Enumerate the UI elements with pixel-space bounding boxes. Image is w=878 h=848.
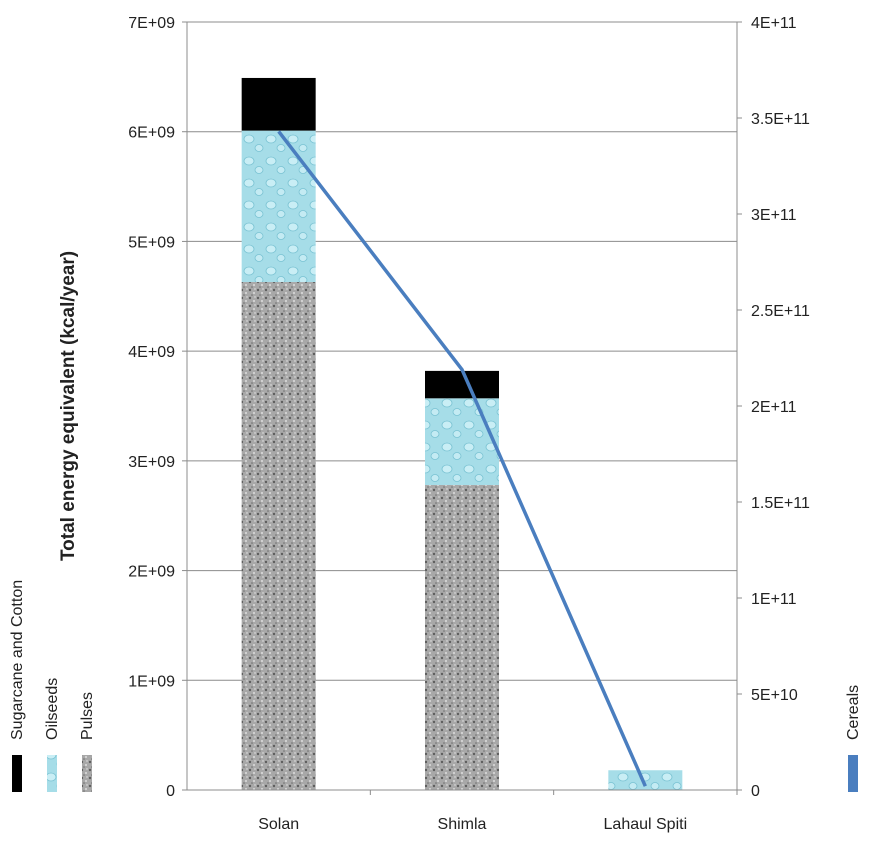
bar-pulses (241, 282, 316, 790)
y-tick-label: 2E+09 (128, 564, 175, 581)
y2-tick-label: 2.5E+11 (751, 303, 810, 320)
legend-label: Oilseeds (44, 678, 61, 740)
x-tick-label: Shimla (438, 816, 487, 833)
bar-sugarcane-and-cotton (241, 77, 316, 131)
legend-swatch (12, 755, 22, 792)
y2-tick-label: 4E+11 (751, 15, 797, 32)
y-tick-label: 5E+09 (128, 234, 175, 251)
y-axis-label: Total energy equivalent (kcal/year) (58, 251, 79, 561)
x-tick-label: Solan (258, 816, 299, 833)
y2-tick-label: 3.5E+11 (751, 111, 810, 128)
y-tick-label: 0 (166, 783, 175, 800)
y2-tick-label: 0 (751, 783, 760, 800)
bars (241, 77, 683, 790)
legend-label: Pulses (79, 692, 96, 740)
legend-swatch (82, 755, 92, 792)
bar-sugarcane-and-cotton (425, 370, 499, 399)
legend: Sugarcane and Cotton Oilseeds Pulses Cereal… (9, 580, 862, 792)
bar-oilseeds (425, 398, 499, 485)
legend-label: Sugarcane and Cotton (9, 580, 26, 740)
y2-tick-label: 1E+11 (751, 591, 797, 608)
y-tick-label: 7E+09 (128, 15, 175, 32)
y2-tick-label: 3E+11 (751, 207, 797, 224)
bar-oilseeds (241, 130, 316, 283)
cereals-line-path (277, 130, 647, 787)
y2-tick-label: 5E+10 (751, 687, 798, 704)
legend-swatch (47, 755, 57, 792)
tick-labels: 0 1E+09 2E+09 3E+09 4E+09 5E+09 6E+09 7E+09 0 5E+… (128, 15, 810, 833)
axes (182, 21, 742, 795)
legend-label: Cereals (845, 685, 862, 740)
y-tick-label: 1E+09 (128, 673, 175, 690)
y-tick-label: 3E+09 (128, 454, 175, 471)
bar-oilseeds (608, 770, 683, 790)
x-tick-label: Lahaul Spiti (604, 816, 688, 833)
y2-tick-label: 1.5E+11 (751, 495, 810, 512)
legend-swatch (848, 755, 858, 792)
bar-pulses (425, 484, 499, 790)
y-tick-label: 6E+09 (128, 125, 175, 142)
y2-tick-label: 2E+11 (751, 399, 797, 416)
y-tick-label: 4E+09 (128, 344, 175, 361)
cereals-line (277, 130, 647, 787)
